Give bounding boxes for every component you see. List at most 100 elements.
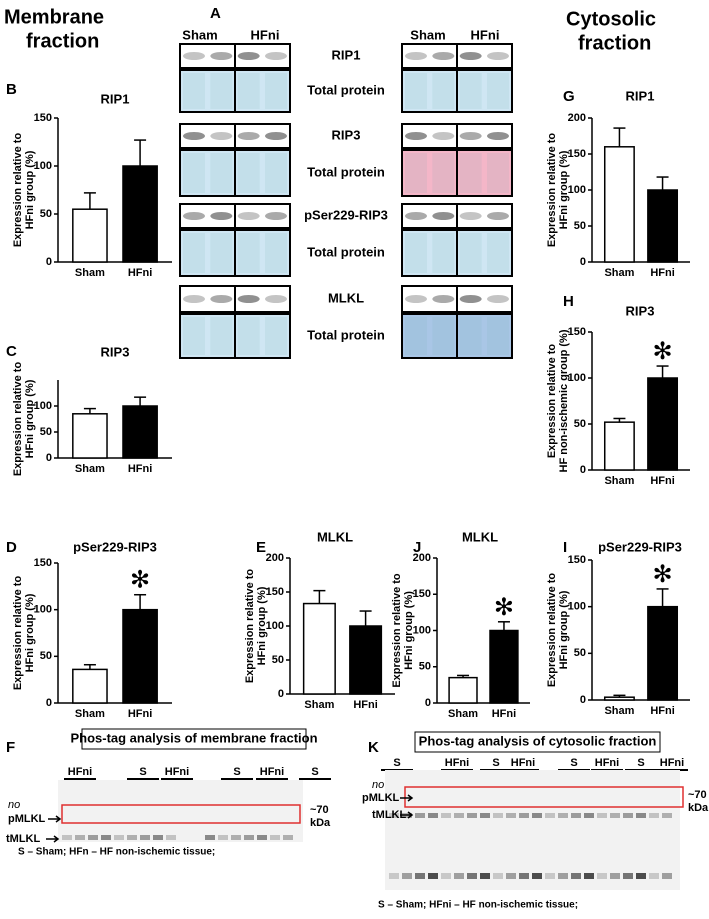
highlight (61, 804, 301, 824)
band (532, 873, 542, 879)
x-tick-label: Sham (304, 699, 334, 711)
band (405, 132, 427, 140)
lane (487, 73, 509, 109)
header: fraction (26, 30, 99, 52)
y-axis-label: Expression relative to (546, 344, 558, 459)
lane-label: S (311, 766, 318, 778)
band (415, 813, 425, 818)
band (405, 52, 427, 60)
y-tick-label: 100 (568, 372, 586, 384)
y-tick-label: 200 (568, 112, 586, 124)
band (459, 52, 482, 60)
band (237, 52, 260, 60)
bar (603, 696, 635, 701)
lane (210, 317, 233, 355)
y-axis-label: HFni group (%) (558, 590, 570, 669)
band (62, 835, 72, 840)
lane (237, 317, 260, 355)
y-tick-label: 0 (278, 688, 284, 700)
panel-letter: C (6, 343, 17, 360)
row-label: Total protein (307, 82, 385, 97)
lane (432, 317, 455, 355)
lane-label: S (570, 757, 577, 769)
panel-letter: D (6, 539, 17, 556)
band (662, 813, 672, 818)
row-label: Total protein (307, 164, 385, 179)
band (487, 132, 509, 140)
band (218, 835, 228, 840)
chart-title: MLKL (317, 529, 353, 544)
y-axis-label: Expression relative to (12, 576, 24, 691)
y-tick-label: 0 (580, 256, 586, 268)
panel-letter: G (563, 88, 575, 105)
bar (122, 165, 158, 263)
column-label: HFni (251, 27, 280, 42)
lane (487, 317, 509, 355)
lane-label: S (233, 766, 240, 778)
band (405, 212, 427, 220)
blot (58, 780, 303, 842)
band (459, 132, 482, 140)
row-label: pSer229-RIP3 (304, 207, 388, 222)
bar (349, 625, 383, 695)
bar (72, 208, 108, 263)
y-tick-label: 200 (266, 552, 284, 564)
lane-label: S (492, 757, 499, 769)
y-tick-label: 50 (40, 208, 52, 220)
lane (432, 153, 455, 193)
y-tick-label: 100 (568, 601, 586, 613)
panel-letter: F (6, 739, 15, 756)
lane (405, 73, 427, 109)
lane (459, 73, 482, 109)
x-tick-label: HFni (128, 708, 152, 720)
band (441, 873, 451, 879)
y-tick-label: 50 (40, 426, 52, 438)
band (467, 813, 477, 818)
lane-label: HFni (445, 757, 469, 769)
size-label: ~70 (688, 789, 707, 801)
band (183, 52, 205, 60)
y-axis-label: Expression relative to (244, 569, 256, 684)
y-tick-label: 0 (580, 464, 586, 476)
size-label: ~70 (310, 804, 329, 816)
lane-label: HFni (68, 766, 92, 778)
band (519, 813, 529, 818)
arrow (400, 811, 414, 819)
y-tick-label: 150 (568, 326, 586, 338)
band (493, 873, 503, 879)
lane-label: HFni (595, 757, 619, 769)
band (257, 835, 267, 840)
band (545, 873, 555, 879)
band (454, 813, 464, 818)
lane (459, 317, 482, 355)
significance: ✻ (130, 566, 150, 594)
lane (405, 233, 427, 273)
band (283, 835, 293, 840)
lane (265, 73, 287, 109)
band (432, 295, 455, 303)
band (205, 835, 215, 840)
y-axis-label: HFni group (%) (24, 379, 36, 458)
band (558, 873, 568, 879)
y-tick-label: 50 (272, 654, 284, 666)
y-tick-label: 0 (425, 697, 431, 709)
header: Cytosolic (566, 8, 656, 30)
band (662, 873, 672, 879)
significance: ✻ (653, 560, 673, 588)
band (432, 52, 455, 60)
band (493, 813, 503, 818)
x-tick-label: Sham (75, 267, 105, 279)
chart-title: pSer229-RIP3 (598, 539, 682, 554)
band (487, 52, 509, 60)
band (270, 835, 280, 840)
lane-label: S (139, 766, 146, 778)
footnote: S – Sham; HFn – HF non-ischemic tissue; (18, 847, 215, 858)
panel-letter: B (6, 81, 17, 98)
band (140, 835, 150, 840)
y-axis-label: Expression relative to (12, 362, 24, 477)
bar (603, 421, 635, 471)
band (571, 813, 581, 818)
band (265, 52, 287, 60)
band (649, 813, 659, 818)
y-axis-label: HFni group (%) (24, 593, 36, 672)
